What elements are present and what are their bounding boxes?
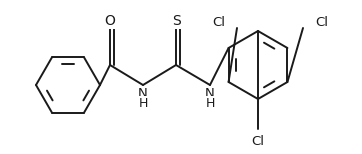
Text: Cl: Cl bbox=[252, 135, 265, 148]
Text: S: S bbox=[172, 14, 180, 28]
Text: N: N bbox=[138, 87, 148, 100]
Text: O: O bbox=[105, 14, 115, 28]
Text: H: H bbox=[138, 97, 148, 110]
Text: Cl: Cl bbox=[315, 16, 328, 28]
Text: H: H bbox=[205, 97, 215, 110]
Text: N: N bbox=[205, 87, 215, 100]
Text: Cl: Cl bbox=[212, 16, 225, 28]
